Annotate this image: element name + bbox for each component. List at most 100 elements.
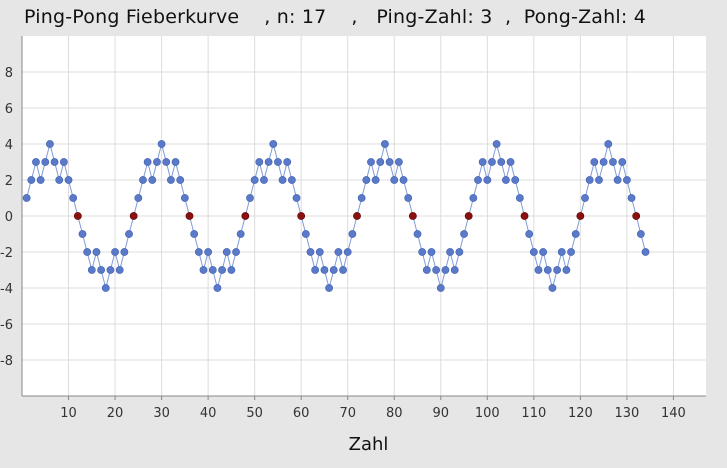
data-point xyxy=(529,248,538,256)
data-point xyxy=(636,230,645,238)
data-point xyxy=(232,248,240,256)
data-point xyxy=(208,266,217,274)
zero-data-point xyxy=(408,212,417,220)
data-point xyxy=(115,266,124,274)
x-tick-label: 130 xyxy=(614,406,639,421)
x-tick-label: 120 xyxy=(568,406,593,421)
data-point xyxy=(125,230,133,238)
data-point xyxy=(264,158,273,166)
x-tick-label: 40 xyxy=(200,406,217,421)
data-point xyxy=(515,194,524,202)
data-point xyxy=(357,194,366,202)
data-point xyxy=(283,158,292,166)
y-tick-label: -2 xyxy=(0,246,13,261)
data-point xyxy=(557,248,566,256)
data-point xyxy=(329,266,338,274)
x-tick-label: 60 xyxy=(293,406,310,421)
data-point xyxy=(367,158,375,166)
data-point xyxy=(581,194,589,202)
data-point xyxy=(101,284,110,292)
data-point xyxy=(171,158,180,166)
data-point xyxy=(348,230,357,238)
x-tick-label: 10 xyxy=(60,406,77,421)
data-point xyxy=(432,266,441,274)
data-point xyxy=(618,158,627,166)
data-point xyxy=(287,176,296,184)
data-point xyxy=(436,284,445,292)
data-point xyxy=(97,266,106,274)
data-point xyxy=(36,176,45,184)
data-point xyxy=(64,176,73,184)
data-point xyxy=(488,158,496,166)
data-point xyxy=(166,176,175,184)
x-tick-label: 50 xyxy=(246,406,263,421)
data-point xyxy=(497,158,506,166)
data-point xyxy=(69,194,78,202)
data-point xyxy=(627,194,636,202)
x-tick-label: 20 xyxy=(107,406,124,421)
data-point xyxy=(120,248,129,256)
data-point xyxy=(306,248,315,256)
data-point xyxy=(450,266,459,274)
data-point xyxy=(404,194,413,202)
data-point xyxy=(399,176,408,184)
zero-data-point xyxy=(297,212,306,220)
data-point xyxy=(483,176,492,184)
data-point xyxy=(362,176,371,184)
data-point xyxy=(176,176,185,184)
data-point xyxy=(153,158,161,166)
data-point xyxy=(190,230,199,238)
data-point xyxy=(506,158,515,166)
data-point xyxy=(381,140,389,148)
data-point xyxy=(478,158,487,166)
data-point xyxy=(157,140,166,148)
data-point xyxy=(83,248,92,256)
y-tick-label: 2 xyxy=(5,174,13,189)
data-point xyxy=(460,230,468,238)
data-point xyxy=(390,176,399,184)
data-point xyxy=(320,266,329,274)
data-point xyxy=(55,176,64,184)
y-tick-label: 4 xyxy=(5,138,13,153)
chart-title: Ping-Pong Fieberkurve , n: 17 , Ping-Zah… xyxy=(24,6,646,28)
x-tick-label: 100 xyxy=(475,406,500,421)
data-point xyxy=(180,194,189,202)
data-point xyxy=(41,158,50,166)
data-point xyxy=(59,158,68,166)
x-tick-label: 70 xyxy=(339,406,356,421)
x-tick-label: 90 xyxy=(433,406,450,421)
zero-data-point xyxy=(73,212,82,220)
zero-data-point xyxy=(353,212,361,220)
data-point xyxy=(50,158,59,166)
y-tick-label: 0 xyxy=(5,210,13,225)
data-point xyxy=(32,158,40,166)
data-point xyxy=(301,230,310,238)
data-point xyxy=(260,176,268,184)
data-point xyxy=(385,158,394,166)
data-point xyxy=(394,158,403,166)
data-point xyxy=(441,266,450,274)
data-point xyxy=(139,176,147,184)
data-point xyxy=(548,284,557,292)
data-point xyxy=(292,194,301,202)
data-point xyxy=(46,140,54,148)
data-point xyxy=(194,248,203,256)
data-point xyxy=(502,176,510,184)
data-point xyxy=(134,194,143,202)
data-point xyxy=(469,194,478,202)
zero-data-point xyxy=(129,212,138,220)
data-point xyxy=(567,248,575,256)
data-point xyxy=(148,176,157,184)
data-point xyxy=(492,140,501,148)
data-point xyxy=(162,158,171,166)
zero-data-point xyxy=(185,212,194,220)
zero-data-point xyxy=(520,212,529,220)
y-tick-label: 8 xyxy=(5,66,13,81)
data-point xyxy=(92,248,101,256)
y-tick-label: -8 xyxy=(0,354,13,369)
data-point xyxy=(334,248,343,256)
zero-data-point xyxy=(241,212,250,220)
zero-data-point xyxy=(632,212,641,220)
data-point xyxy=(143,158,152,166)
